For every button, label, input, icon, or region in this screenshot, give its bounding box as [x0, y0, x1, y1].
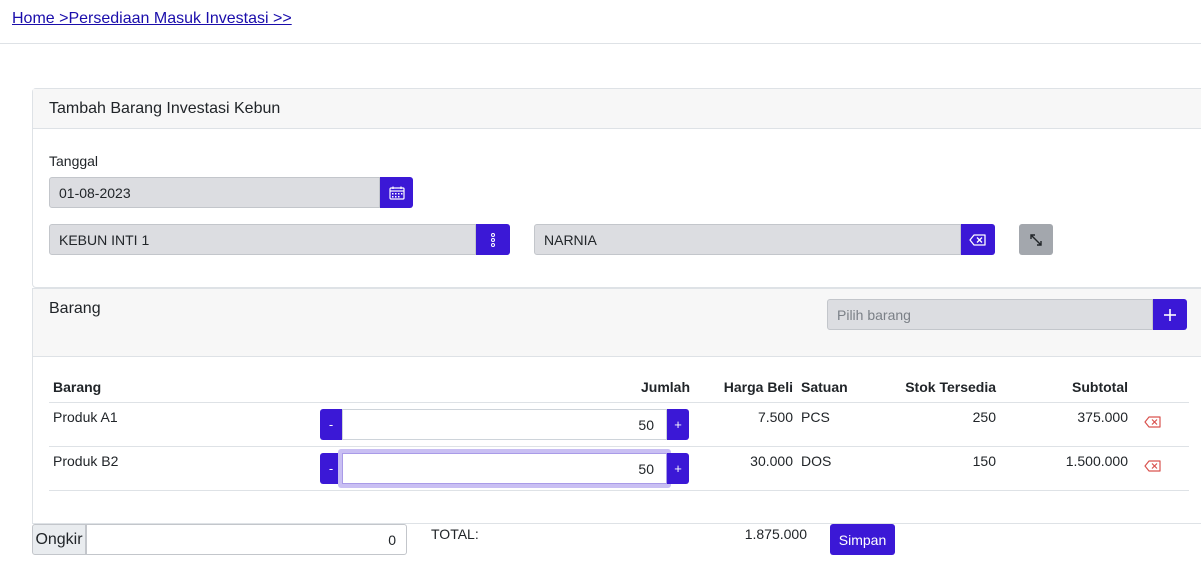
row1-decrement-button[interactable]: -	[320, 409, 342, 440]
row1-harga-beli: 7.500	[757, 409, 793, 425]
more-vertical-icon	[491, 232, 495, 247]
form-title: Tambah Barang Investasi Kebun	[49, 100, 281, 117]
top-divider	[0, 43, 1201, 44]
row1-divider	[49, 446, 1189, 447]
col-jumlah: Jumlah	[640, 379, 690, 395]
row1-delete-icon[interactable]	[1144, 415, 1162, 429]
row1-stok: 250	[972, 409, 996, 425]
row1-increment-button[interactable]: +	[667, 409, 689, 440]
add-item-button[interactable]	[1153, 299, 1187, 330]
date-input[interactable]: 01-08-2023	[49, 177, 380, 208]
row2-quantity-input[interactable]: 50	[342, 453, 667, 484]
col-satuan: Satuan	[801, 379, 848, 395]
col-stok: Stok Tersedia	[905, 379, 996, 395]
ongkir-input[interactable]: 0	[86, 524, 407, 555]
row1-subtotal: 375.000	[1077, 409, 1128, 425]
row2-delete-icon[interactable]	[1144, 459, 1162, 473]
items-card	[32, 288, 1201, 524]
form-card-header	[33, 89, 1201, 129]
items-title: Barang	[49, 300, 101, 317]
calendar-icon	[388, 186, 405, 200]
row2-satuan: DOS	[801, 453, 832, 469]
row2-increment-button[interactable]: +	[667, 453, 689, 484]
date-label: Tanggal	[49, 153, 99, 169]
row2-harga-beli: 30.000	[750, 453, 793, 469]
total-value: 1.875.000	[744, 526, 807, 542]
row2-divider	[49, 490, 1189, 491]
person-input[interactable]: NARNIA	[534, 224, 961, 255]
row2-stok: 150	[972, 453, 996, 469]
col-harga-beli: Harga Beli	[723, 379, 793, 395]
ongkir-label: Ongkir	[32, 524, 86, 555]
clear-person-button[interactable]	[961, 224, 995, 255]
kebun-select[interactable]: KEBUN INTI 1	[49, 224, 476, 255]
col-subtotal: Subtotal	[1072, 379, 1128, 395]
backspace-icon	[969, 233, 986, 246]
plus-icon	[1164, 308, 1176, 321]
kebun-options-button[interactable]	[476, 224, 510, 255]
row2-barang: Produk B2	[53, 453, 119, 469]
header-divider	[49, 402, 1189, 403]
row2-subtotal: 1.500.000	[1065, 453, 1128, 469]
row2-decrement-button[interactable]: -	[320, 453, 342, 484]
item-search-input[interactable]: Pilih barang	[827, 299, 1153, 330]
row1-satuan: PCS	[801, 409, 830, 425]
save-button[interactable]: Simpan	[830, 524, 895, 555]
expand-button[interactable]	[1019, 224, 1053, 255]
col-barang: Barang	[53, 379, 102, 395]
breadcrumb[interactable]: Home >Persediaan Masuk Investasi >>	[12, 10, 292, 27]
expand-icon	[1030, 233, 1042, 246]
row1-barang: Produk A1	[53, 409, 118, 425]
calendar-button[interactable]	[380, 177, 413, 208]
row1-quantity-input[interactable]: 50	[342, 409, 667, 440]
total-label: TOTAL:	[431, 526, 479, 542]
